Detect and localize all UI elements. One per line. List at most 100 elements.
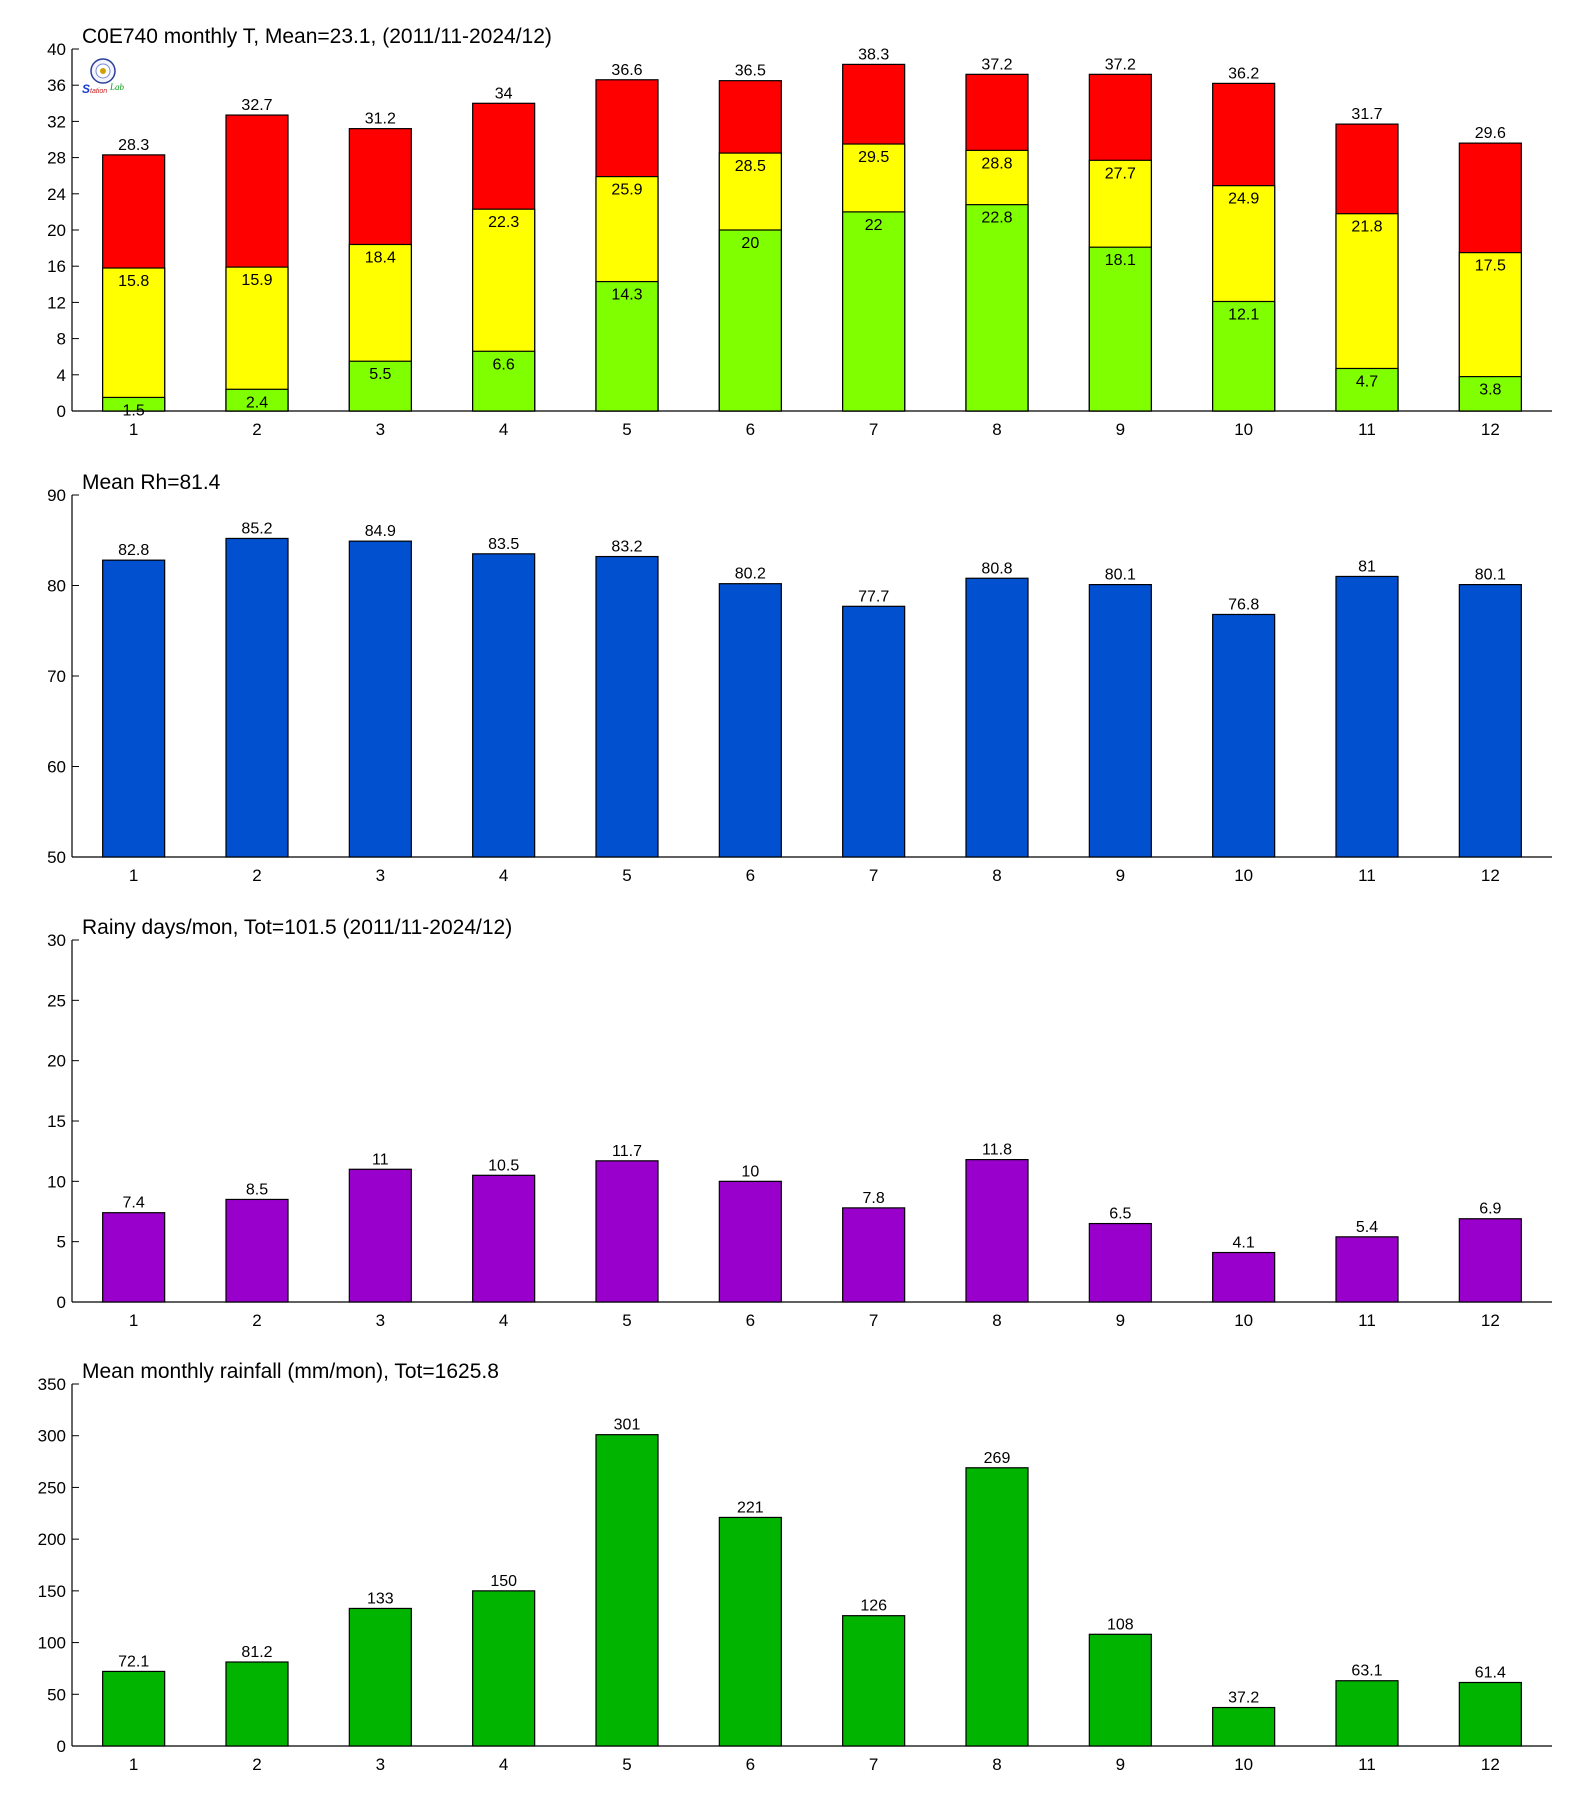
x-tick-label: 11	[1358, 1311, 1376, 1330]
bar-rainfall	[1212, 1706, 1276, 1747]
y-tick-label: 15	[47, 1112, 66, 1131]
bar-rainy-days	[1458, 1218, 1522, 1303]
bar-rainy-days	[595, 1160, 659, 1303]
y-tick-label: 12	[47, 293, 66, 312]
bar-rainfall	[102, 1670, 166, 1747]
x-tick-label: 9	[1116, 420, 1125, 439]
x-tick-label: 5	[622, 1311, 631, 1330]
data-label-temp-min: 4.7	[1356, 373, 1378, 390]
data-label-temp-min: 14.3	[611, 287, 642, 304]
y-tick-label: 40	[47, 40, 66, 59]
data-label: 81	[1358, 558, 1376, 575]
data-label: 80.8	[981, 560, 1012, 577]
bar-humidity	[102, 559, 166, 858]
y-tick-label: 350	[38, 1375, 66, 1394]
bar-rainy-days	[718, 1180, 782, 1303]
y-tick-label: 5	[57, 1233, 66, 1252]
bar-humidity	[472, 553, 536, 858]
x-tick-label: 1	[129, 420, 138, 439]
x-tick-label: 10	[1234, 420, 1253, 439]
y-tick-label: 20	[47, 221, 66, 240]
data-label: 81.2	[241, 1644, 272, 1661]
svg-text:tation: tation	[90, 88, 107, 95]
bar-humidity	[1212, 613, 1276, 858]
x-tick-label: 1	[129, 1311, 138, 1330]
x-tick-label: 2	[252, 866, 261, 885]
x-tick-label: 9	[1116, 866, 1125, 885]
data-label-temp-min: 3.8	[1479, 382, 1501, 399]
x-tick-label: 7	[869, 420, 878, 439]
x-tick-label: 3	[376, 1311, 385, 1330]
data-label-temp-min: 18.1	[1105, 252, 1136, 269]
x-tick-label: 3	[376, 420, 385, 439]
data-label: 133	[367, 1590, 394, 1607]
bar-rainfall	[842, 1615, 906, 1747]
y-tick-label: 0	[57, 1737, 66, 1756]
data-label: 11.8	[982, 1142, 1012, 1159]
x-tick-label: 12	[1481, 1311, 1500, 1330]
bar-humidity	[348, 540, 412, 858]
data-label: 8.5	[246, 1181, 268, 1198]
x-tick-label: 9	[1116, 1755, 1125, 1774]
data-label: 6.5	[1109, 1206, 1131, 1223]
data-label: 11	[372, 1151, 389, 1168]
data-label: 84.9	[365, 523, 396, 540]
data-label: 108	[1107, 1616, 1134, 1633]
bar-rainy-days	[102, 1212, 166, 1303]
chart-title: C0E740 monthly T, Mean=23.1, (2011/11-20…	[82, 25, 552, 48]
data-label-temp-max: 37.2	[1105, 56, 1136, 73]
bar-rainy-days	[1335, 1236, 1399, 1303]
chart-panel-1: C0E740 monthly T, Mean=23.1, (2011/11-20…	[47, 25, 1552, 439]
y-tick-label: 300	[38, 1427, 66, 1446]
chart-title: Mean Rh=81.4	[82, 471, 221, 494]
x-tick-label: 6	[746, 866, 755, 885]
bar-humidity	[842, 605, 906, 858]
data-label: 4.1	[1233, 1235, 1255, 1252]
data-label-temp-min: 1.5	[123, 402, 145, 419]
bar-humidity	[595, 555, 659, 858]
x-tick-label: 7	[869, 866, 878, 885]
data-label: 72.1	[118, 1653, 149, 1670]
data-label: 85.2	[241, 520, 272, 537]
x-tick-label: 11	[1358, 866, 1376, 885]
data-label-temp-mean: 28.8	[981, 155, 1012, 172]
chart-panel-3: Rainy days/mon, Tot=101.5 (2011/11-2024/…	[47, 916, 1552, 1330]
bar-rainfall	[472, 1590, 536, 1747]
data-label-temp-mean: 22.3	[488, 214, 519, 231]
bar-temp-min	[348, 360, 412, 412]
data-label: 5.4	[1356, 1219, 1378, 1236]
bar-temp-min	[225, 388, 289, 412]
x-tick-label: 10	[1234, 866, 1253, 885]
x-tick-label: 8	[992, 866, 1001, 885]
svg-text:S: S	[82, 82, 90, 96]
x-tick-label: 10	[1234, 1755, 1253, 1774]
station-logo-icon: S tation Lab	[80, 56, 136, 102]
data-label-temp-mean: 15.8	[118, 273, 149, 290]
bar-rainy-days	[472, 1174, 536, 1303]
data-label-temp-mean: 17.5	[1475, 258, 1506, 275]
y-tick-label: 50	[47, 848, 66, 867]
data-label: 80.2	[735, 566, 766, 583]
x-tick-label: 8	[992, 1755, 1001, 1774]
y-tick-label: 150	[38, 1582, 66, 1601]
data-label-temp-mean: 25.9	[611, 182, 642, 199]
x-tick-label: 2	[252, 1755, 261, 1774]
x-tick-label: 12	[1481, 866, 1500, 885]
y-tick-label: 50	[47, 1685, 66, 1704]
chart-title: Mean monthly rainfall (mm/mon), Tot=1625…	[82, 1360, 499, 1383]
data-label-temp-min: 2.4	[246, 394, 268, 411]
bar-humidity	[225, 537, 289, 858]
bar-rainfall	[1088, 1633, 1152, 1747]
x-tick-label: 7	[869, 1755, 878, 1774]
x-tick-label: 8	[992, 1311, 1001, 1330]
bar-rainfall	[348, 1607, 412, 1747]
data-label: 7.8	[863, 1190, 885, 1207]
data-label: 80.1	[1475, 567, 1506, 584]
y-tick-label: 80	[47, 577, 66, 596]
data-label-temp-max: 28.3	[118, 137, 149, 154]
data-label: 301	[614, 1417, 641, 1434]
x-tick-label: 4	[499, 420, 508, 439]
y-tick-label: 4	[57, 366, 66, 385]
x-tick-label: 2	[252, 420, 261, 439]
